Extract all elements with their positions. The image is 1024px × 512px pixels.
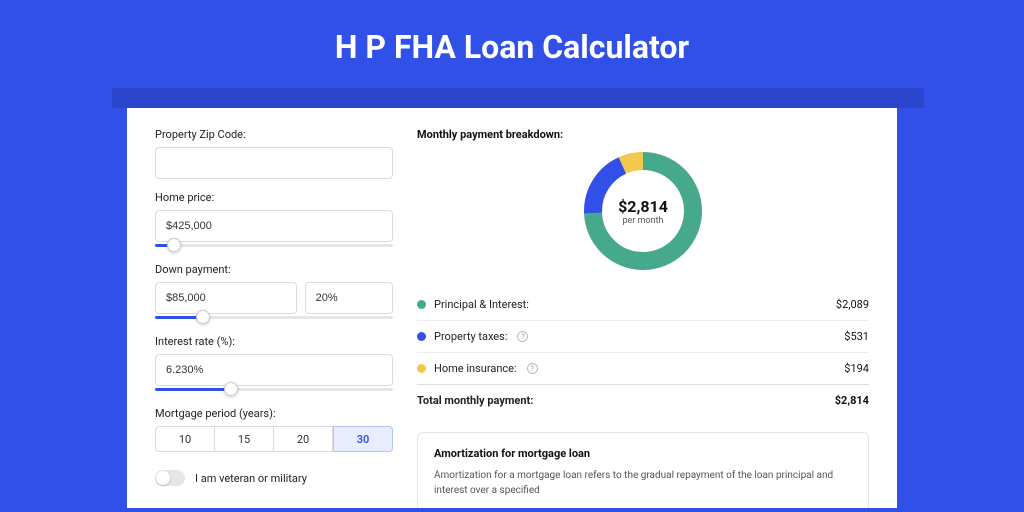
amortization-card: Amortization for mortgage loan Amortizat… (417, 432, 869, 508)
legend-dot (417, 300, 426, 309)
calculator-card: Property Zip Code: Home price: Down paym… (127, 108, 897, 508)
zip-label: Property Zip Code: (155, 128, 393, 141)
zip-input[interactable] (155, 147, 393, 179)
breakdown-value: $194 (844, 362, 869, 375)
breakdown-row: Principal & Interest: $2,089 (417, 289, 869, 320)
interest-label: Interest rate (%): (155, 335, 393, 348)
breakdown-row: Property taxes:? $531 (417, 320, 869, 352)
amortization-body: Amortization for a mortgage loan refers … (434, 468, 852, 498)
down-payment-pct-input[interactable] (305, 282, 393, 314)
period-button-30[interactable]: 30 (333, 426, 393, 452)
interest-slider[interactable] (155, 385, 393, 395)
donut-chart: $2,814 per month (583, 151, 703, 271)
period-label: Mortgage period (years): (155, 407, 393, 420)
interest-input[interactable] (155, 354, 393, 386)
donut-sub: per month (622, 216, 663, 226)
breakdown-label: Property taxes: (434, 330, 507, 343)
period-button-20[interactable]: 20 (274, 426, 333, 452)
veteran-label: I am veteran or military (195, 472, 307, 485)
breakdown-row: Home insurance:? $194 (417, 352, 869, 384)
total-label: Total monthly payment: (417, 394, 533, 407)
breakdown-title: Monthly payment breakdown: (417, 128, 869, 141)
veteran-toggle[interactable] (155, 470, 185, 486)
down-payment-amount-input[interactable] (155, 282, 297, 314)
total-row: Total monthly payment: $2,814 (417, 384, 869, 416)
period-button-15[interactable]: 15 (215, 426, 274, 452)
home-price-label: Home price: (155, 191, 393, 204)
home-price-slider[interactable] (155, 241, 393, 251)
amortization-title: Amortization for mortgage loan (434, 447, 852, 460)
legend-dot (417, 332, 426, 341)
legend-dot (417, 364, 426, 373)
period-button-10[interactable]: 10 (155, 426, 215, 452)
info-icon[interactable]: ? (527, 363, 538, 374)
slider-thumb[interactable] (196, 310, 210, 324)
home-price-input[interactable] (155, 210, 393, 242)
donut-amount: $2,814 (618, 197, 668, 216)
form-panel: Property Zip Code: Home price: Down paym… (155, 128, 393, 488)
down-payment-label: Down payment: (155, 263, 393, 276)
breakdown-value: $531 (844, 330, 869, 343)
breakdown-value: $2,089 (836, 298, 869, 311)
period-button-group: 10152030 (155, 426, 393, 452)
shadow-panel (112, 88, 924, 108)
info-icon[interactable]: ? (517, 331, 528, 342)
breakdown-label: Principal & Interest: (434, 298, 529, 311)
breakdown-panel: Monthly payment breakdown: $2,814 per mo… (417, 128, 869, 488)
page-title: H P FHA Loan Calculator (0, 0, 1024, 88)
slider-thumb[interactable] (224, 382, 238, 396)
toggle-knob (156, 471, 170, 485)
breakdown-label: Home insurance: (434, 362, 517, 375)
slider-thumb[interactable] (167, 238, 181, 252)
down-payment-slider[interactable] (155, 313, 393, 323)
total-value: $2,814 (835, 394, 869, 407)
